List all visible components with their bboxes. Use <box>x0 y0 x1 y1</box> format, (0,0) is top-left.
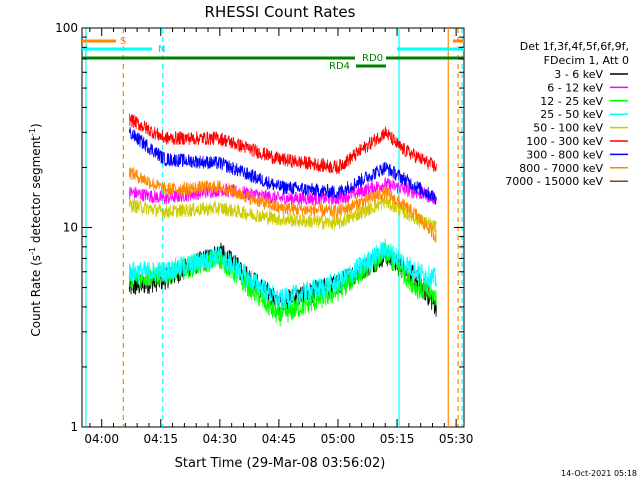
rd0-label: RD0 <box>362 53 383 64</box>
legend-header-line-2: FDecim 1, Att 0 <box>544 54 629 67</box>
x-tick-label-5: 05:15 <box>380 432 415 446</box>
legend-label-4: 50 - 100 keV <box>533 122 603 135</box>
attenuator-s-label: S <box>120 36 126 47</box>
y-tick-label-0: 1 <box>70 420 78 434</box>
legend-label-2: 12 - 25 keV <box>540 95 603 108</box>
x-axis-label: Start Time (29-Mar-08 03:56:02) <box>175 456 386 471</box>
rd4-label: RD4 <box>329 61 350 72</box>
x-axis: 04:00 04:15 04:30 04:45 05:00 05:15 05:30 <box>84 28 473 446</box>
series-line-3 <box>128 238 437 309</box>
attenuator-state-bars: S N RD0 RD4 <box>82 36 464 72</box>
legend-label-1: 6 - 12 keV <box>547 81 603 94</box>
x-tick-label-2: 04:30 <box>203 432 238 446</box>
series-line-4 <box>128 195 437 233</box>
series-lines <box>128 113 437 327</box>
legend-label-3: 25 - 50 keV <box>540 108 603 121</box>
legend: Det 1f,3f,4f,5f,6f,9f, FDecim 1, Att 0 3… <box>505 40 629 188</box>
y-tick-label-2: 100 <box>55 21 78 35</box>
chart-title: RHESSI Count Rates <box>205 3 356 21</box>
x-tick-label-3: 04:45 <box>262 432 297 446</box>
x-tick-label-4: 05:00 <box>321 432 356 446</box>
legend-label-7: 800 - 7000 keV <box>519 162 603 175</box>
legend-label-6: 300 - 800 keV <box>526 148 603 161</box>
series-line-5 <box>128 113 437 174</box>
attenuator-n-label: N <box>158 44 165 55</box>
legend-label-5: 100 - 300 keV <box>526 135 603 148</box>
y-axis-label: Count Rate (s-1 detector segment-1) <box>28 123 43 336</box>
footer-date: 14-Oct-2021 05:18 <box>561 469 637 478</box>
x-tick-label-1: 04:15 <box>143 432 178 446</box>
y-tick-label-1: 10 <box>63 221 78 235</box>
series-line-6 <box>128 127 437 205</box>
legend-label-8: 7000 - 15000 keV <box>505 175 603 188</box>
x-tick-label-6: 05:30 <box>439 432 474 446</box>
series-line-7 <box>128 167 437 243</box>
legend-label-0: 3 - 6 keV <box>554 68 603 81</box>
legend-header-line-1: Det 1f,3f,4f,5f,6f,9f, <box>520 40 629 53</box>
x-tick-label-0: 04:00 <box>84 432 119 446</box>
y-axis: 1 10 100 <box>55 21 464 434</box>
